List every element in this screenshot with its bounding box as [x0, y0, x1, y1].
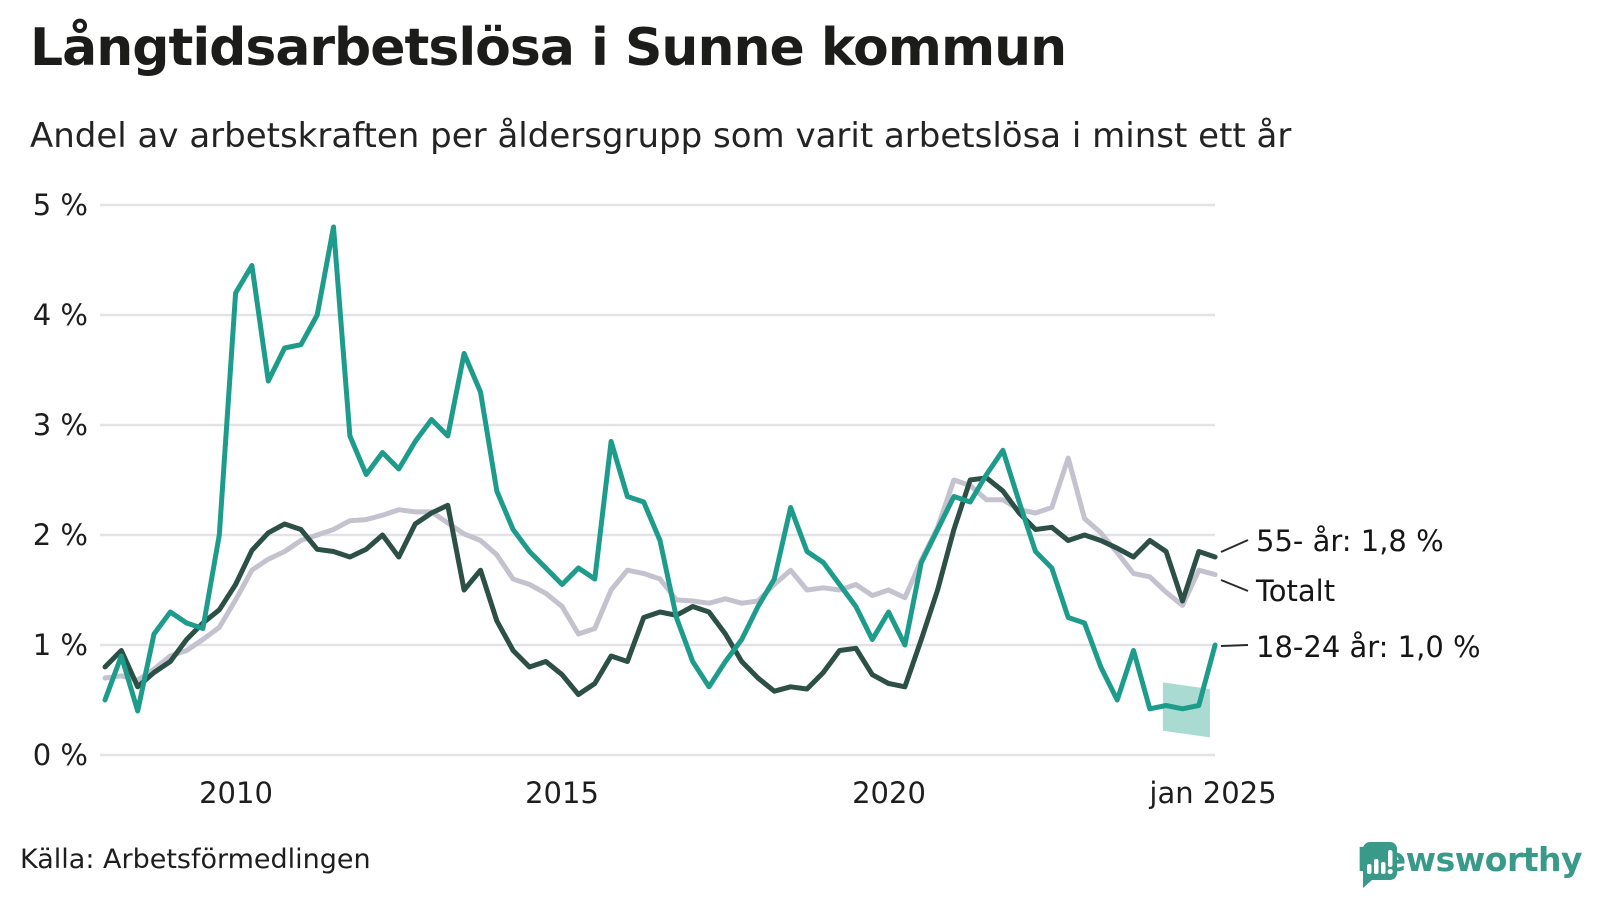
- x-tick-2010: 2010: [199, 776, 273, 810]
- series-label-55: 55- år: 1,8 %: [1256, 524, 1444, 558]
- series-line-18-24-r: [102, 224, 1218, 714]
- series-lines: [102, 224, 1218, 714]
- connector-18-24: [1220, 644, 1249, 647]
- x-tick-2015: 2015: [525, 776, 599, 810]
- series-line-55-r: [102, 475, 1218, 697]
- y-tick-4: 4 %: [32, 298, 88, 332]
- x-tick-2020: 2020: [852, 776, 926, 810]
- series-line-totalt: [102, 455, 1218, 683]
- brand-logo: Newsworthy: [1357, 840, 1583, 888]
- y-tick-5: 5 %: [32, 188, 88, 222]
- page-title: Långtidsarbetslösa i Sunne kommun: [30, 18, 1067, 78]
- y-tick-2: 2 %: [32, 518, 88, 552]
- series-label-total: Totalt: [1256, 574, 1336, 608]
- x-tick-jan-2025: jan 2025: [1149, 776, 1277, 810]
- y-tick-3: 3 %: [32, 408, 88, 442]
- y-tick-0: 0 %: [32, 738, 88, 772]
- connector-total: [1220, 579, 1249, 592]
- page-subtitle: Andel av arbetskraften per åldersgrupp s…: [30, 116, 1292, 156]
- y-tick-1: 1 %: [32, 628, 88, 662]
- source-credit: Källa: Arbetsförmedlingen: [20, 844, 371, 875]
- label-connectors: [1220, 539, 1249, 647]
- connector-55: [1220, 539, 1249, 553]
- gridlines: [100, 203, 1215, 757]
- series-label-18-24: 18-24 år: 1,0 %: [1256, 630, 1481, 664]
- newsworthy-icon: [1362, 842, 1397, 888]
